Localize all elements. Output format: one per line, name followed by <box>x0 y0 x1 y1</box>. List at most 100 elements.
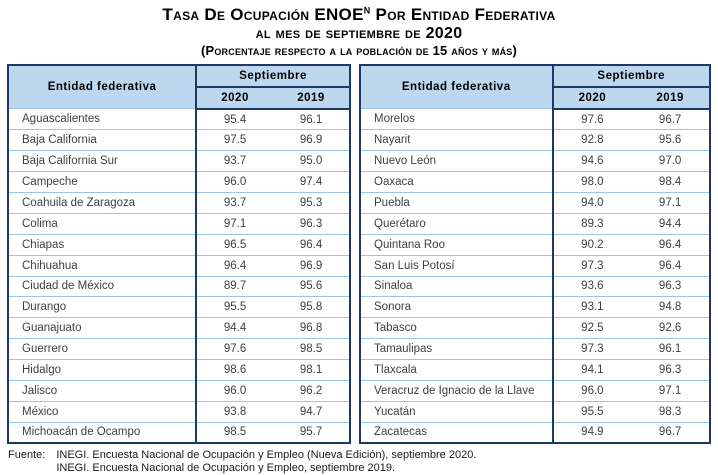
value-2019: 94.7 <box>273 400 350 423</box>
value-2020: 94.6 <box>552 150 632 172</box>
table-row: Sonora 93.1 94.8 <box>360 296 710 318</box>
table-row: Coahuila de Zaragoza 93.7 95.3 <box>8 191 350 214</box>
column-header-2019: 2019 <box>273 86 350 110</box>
value-2020: 95.4 <box>196 108 274 130</box>
value-2019: 97.1 <box>631 379 710 402</box>
source-lines: INEGI. Encuesta Nacional de Ocupación y … <box>56 449 476 475</box>
column-header-2020: 2020 <box>196 86 274 110</box>
value-2020: 97.5 <box>196 129 274 151</box>
value-2019: 96.3 <box>631 275 710 297</box>
entity-name: Baja California <box>8 129 198 151</box>
source-note: Fuente: INEGI. Encuesta Nacional de Ocup… <box>0 449 718 475</box>
page-title: Tasa De Ocupación ENOEN Por Entidad Fede… <box>0 5 718 25</box>
entity-name: Veracruz de Ignacio de la Llave <box>360 379 554 402</box>
value-2019: 96.7 <box>631 421 710 444</box>
value-2020: 93.6 <box>552 275 632 297</box>
entity-name: Hidalgo <box>8 359 198 381</box>
entity-name: Guanajuato <box>8 317 198 339</box>
table-row: Baja California 97.5 96.9 <box>8 129 350 151</box>
source-line-2019: INEGI. Encuesta Nacional de Ocupación y … <box>56 462 396 475</box>
value-2019: 95.6 <box>273 275 350 297</box>
entity-name: Chiapas <box>8 233 198 256</box>
entity-name: Quintana Roo <box>360 233 554 256</box>
entity-name: San Luis Potosí <box>360 254 554 276</box>
value-2020: 93.1 <box>552 296 632 318</box>
table-row: Guerrero 97.6 98.5 <box>8 338 350 360</box>
entity-name: Tamaulipas <box>360 338 554 360</box>
value-2020: 98.0 <box>552 171 632 193</box>
column-header-entity: Entidad federativa <box>8 64 198 109</box>
value-2020: 90.2 <box>552 233 632 256</box>
table-row: Durango 95.5 95.8 <box>8 296 350 318</box>
value-2019: 95.0 <box>273 150 350 172</box>
entity-name: Baja California Sur <box>8 150 198 172</box>
value-2020: 97.6 <box>196 338 274 360</box>
value-2019: 95.8 <box>273 296 350 318</box>
value-2020: 98.6 <box>196 359 274 381</box>
source-label: Fuente: <box>8 449 46 462</box>
table-row: Oaxaca 98.0 98.4 <box>360 171 710 193</box>
table-row: Jalisco 96.0 96.2 <box>8 379 350 402</box>
value-2020: 93.7 <box>196 150 274 172</box>
table-row: Quintana Roo 90.2 96.4 <box>360 233 710 256</box>
value-2019: 96.3 <box>631 359 710 381</box>
entity-name: Chihuahua <box>8 254 198 276</box>
entity-name: México <box>8 400 198 423</box>
entity-name: Guerrero <box>8 338 198 360</box>
value-2020: 92.5 <box>552 317 632 339</box>
table-left-header: Entidad federativa Septiembre 2020 2019 <box>8 64 350 110</box>
value-2020: 92.8 <box>552 129 632 151</box>
entity-name: Aguascalientes <box>8 108 198 130</box>
value-2019: 94.4 <box>631 212 710 235</box>
entity-name: Coahuila de Zaragoza <box>8 191 198 214</box>
value-2020: 94.1 <box>552 359 632 381</box>
table-row: Nuevo León 94.6 97.0 <box>360 150 710 172</box>
table-row: Veracruz de Ignacio de la Llave 96.0 97.… <box>360 379 710 402</box>
entity-name: Colima <box>8 212 198 235</box>
value-2019: 96.1 <box>273 108 350 130</box>
value-2020: 97.3 <box>552 254 632 276</box>
table-row: Colima 97.1 96.3 <box>8 212 350 235</box>
value-2019: 97.0 <box>631 150 710 172</box>
entity-name: Nuevo León <box>360 150 554 172</box>
entity-name: Sinaloa <box>360 275 554 297</box>
table-row: Tamaulipas 97.3 96.1 <box>360 338 710 360</box>
table-row: Michoacán de Ocampo 98.5 95.7 <box>8 421 350 444</box>
value-2019: 96.9 <box>273 254 350 276</box>
entity-name: Ciudad de México <box>8 275 198 297</box>
table-row: Puebla 94.0 97.1 <box>360 191 710 214</box>
value-2019: 96.7 <box>631 108 710 130</box>
value-2019: 96.9 <box>273 129 350 151</box>
value-2019: 96.3 <box>273 212 350 235</box>
page-subtitle: al mes de septiembre de 2020 <box>255 24 463 42</box>
title-superscript: N <box>363 5 371 16</box>
value-2020: 97.3 <box>552 338 632 360</box>
value-2020: 95.5 <box>196 296 274 318</box>
occupation-table-right: Entidad federativa Septiembre 2020 2019 … <box>359 63 711 445</box>
value-2019: 92.6 <box>631 317 710 339</box>
value-2020: 97.6 <box>552 108 632 130</box>
value-2020: 98.5 <box>196 421 274 444</box>
value-2020: 89.7 <box>196 275 274 297</box>
table-row: Guanajuato 94.4 96.8 <box>8 317 350 339</box>
source-line-2020: INEGI. Encuesta Nacional de Ocupación y … <box>56 449 477 462</box>
column-header-2019: 2019 <box>631 86 710 110</box>
table-row: Baja California Sur 93.7 95.0 <box>8 150 350 172</box>
table-row: Yucatán 95.5 98.3 <box>360 400 710 423</box>
entity-name: Puebla <box>360 191 554 214</box>
column-header-period: Septiembre <box>196 64 350 88</box>
entity-name: Yucatán <box>360 400 554 423</box>
value-2019: 97.1 <box>631 191 710 214</box>
value-2019: 98.3 <box>631 400 710 423</box>
entity-name: Durango <box>8 296 198 318</box>
column-header-entity: Entidad federativa <box>360 64 554 109</box>
value-2019: 96.4 <box>631 254 710 276</box>
value-2020: 89.3 <box>552 212 632 235</box>
entity-name: Tabasco <box>360 317 554 339</box>
entity-name: Nayarit <box>360 129 554 151</box>
value-2020: 96.5 <box>196 233 274 256</box>
value-2020: 96.0 <box>552 379 632 402</box>
entity-name: Oaxaca <box>360 171 554 193</box>
table-row: Querétaro 89.3 94.4 <box>360 212 710 235</box>
value-2020: 96.0 <box>196 171 274 193</box>
